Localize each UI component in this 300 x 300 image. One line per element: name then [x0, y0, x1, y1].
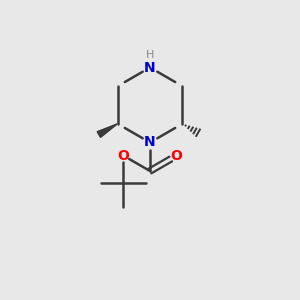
Text: O: O — [118, 149, 129, 163]
Text: O: O — [171, 149, 182, 163]
Text: H: H — [146, 50, 154, 61]
Text: N: N — [144, 136, 156, 149]
Text: N: N — [144, 61, 156, 74]
Polygon shape — [97, 124, 118, 137]
